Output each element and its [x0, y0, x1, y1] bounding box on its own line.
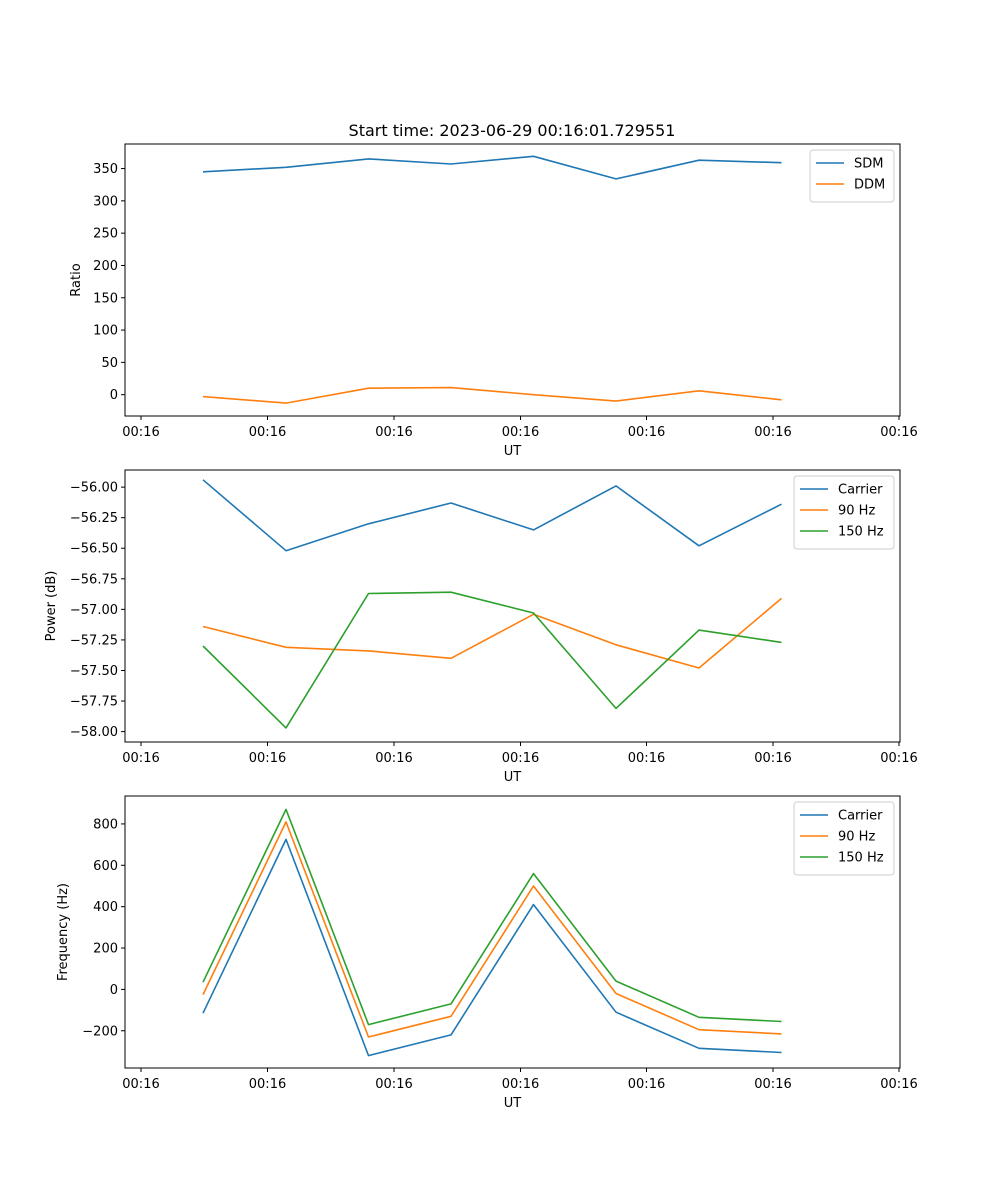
panel-3: 00:16 00:16 00:16 00:16 00:16 00:16 00:16 −200 0… — [56, 795, 918, 1111]
x-tick-label: 00:16 — [375, 751, 412, 766]
y-tick-label: 50 — [101, 356, 118, 371]
x-tick-label: 00:16 — [754, 1077, 791, 1092]
y-tick-label: −58.00 — [70, 725, 118, 740]
legend-label: 150 Hz — [838, 525, 884, 540]
y-tick-label: −57.00 — [70, 603, 118, 618]
x-tick-label: 00:16 — [880, 751, 917, 766]
y-tick-label: −200 — [82, 1024, 118, 1039]
x-tick-label: 00:16 — [249, 751, 286, 766]
y-tick-label: 0 — [110, 983, 118, 998]
x-tick-label: 00:16 — [880, 425, 917, 440]
y-tick-label: −57.25 — [70, 633, 118, 648]
x-tick-label: 00:16 — [502, 1077, 539, 1092]
series-line-150-hz — [202, 591, 782, 729]
y-tick-label: 350 — [93, 162, 118, 177]
y-tick-label: 200 — [93, 259, 118, 274]
y-tick-label: −56.50 — [70, 542, 118, 557]
plot-area-frame — [124, 469, 901, 743]
legend: Carrier 90 Hz 150 Hz — [793, 475, 895, 550]
x-axis-label: UT — [504, 1096, 522, 1111]
series-line-sdm — [202, 155, 782, 180]
x-tick-label: 00:16 — [754, 751, 791, 766]
legend-label: DDM — [854, 178, 885, 193]
plot-area-frame — [124, 143, 901, 417]
y-tick-label: 600 — [93, 859, 118, 874]
x-tick-label: 00:16 — [628, 751, 665, 766]
y-tick-label: 150 — [93, 291, 118, 306]
series-line-carrier — [202, 479, 782, 552]
legend: SDM DDM — [809, 149, 895, 203]
legend-label: SDM — [854, 157, 883, 172]
y-tick-label: 400 — [93, 900, 118, 915]
x-tick-label: 00:16 — [880, 1077, 917, 1092]
x-tick-label: 00:16 — [754, 425, 791, 440]
chart-root: 00:16 00:16 00:16 00:16 00:16 00:16 00:16 0 50 10… — [44, 143, 918, 1111]
y-axis-label: Ratio — [69, 263, 84, 296]
x-tick-label: 00:16 — [375, 425, 412, 440]
legend-label: 150 Hz — [838, 851, 884, 866]
panel-2: 00:16 00:16 00:16 00:16 00:16 00:16 00:16 −58.0… — [44, 469, 918, 785]
y-tick-label: −57.50 — [70, 664, 118, 679]
legend-label: 90 Hz — [838, 504, 875, 519]
x-tick-label: 00:16 — [628, 1077, 665, 1092]
x-tick-label: 00:16 — [249, 1077, 286, 1092]
y-tick-label: 100 — [93, 324, 118, 339]
y-tick-label: 300 — [93, 194, 118, 209]
series-line-90-hz — [202, 597, 783, 669]
y-tick-label: 0 — [110, 388, 118, 403]
x-tick-label: 00:16 — [122, 1077, 159, 1092]
legend-label: 90 Hz — [838, 830, 875, 845]
plot-area-frame — [124, 795, 901, 1069]
y-tick-label: 200 — [93, 942, 118, 957]
series-line-carrier — [202, 838, 782, 1057]
y-tick-label: 250 — [93, 227, 118, 242]
y-tick-label: −56.75 — [70, 572, 118, 587]
legend: Carrier 90 Hz 150 Hz — [793, 801, 895, 876]
y-axis-label: Power (dB) — [44, 571, 59, 642]
x-tick-label: 00:16 — [122, 425, 159, 440]
legend-label: Carrier — [838, 809, 883, 824]
y-tick-label: −57.75 — [70, 695, 118, 710]
x-tick-label: 00:16 — [628, 425, 665, 440]
y-tick-label: 800 — [93, 817, 118, 832]
panel-1: 00:16 00:16 00:16 00:16 00:16 00:16 00:16 0 50 10… — [69, 143, 918, 459]
x-tick-label: 00:16 — [502, 751, 539, 766]
x-axis-label: UT — [504, 770, 522, 785]
x-tick-label: 00:16 — [502, 425, 539, 440]
series-line-150-hz — [202, 808, 782, 1026]
y-tick-label: −56.00 — [70, 481, 118, 496]
figure-title: Start time: 2023-06-29 00:16:01.729551 — [349, 121, 676, 140]
y-axis-label: Frequency (Hz) — [56, 883, 71, 981]
legend-label: Carrier — [838, 483, 883, 498]
series-line-ddm — [202, 386, 782, 404]
x-tick-label: 00:16 — [122, 751, 159, 766]
x-tick-label: 00:16 — [249, 425, 286, 440]
x-tick-label: 00:16 — [375, 1077, 412, 1092]
x-axis-label: UT — [504, 444, 522, 459]
series-line-90-hz — [202, 821, 782, 1038]
y-tick-label: −56.25 — [70, 511, 118, 526]
